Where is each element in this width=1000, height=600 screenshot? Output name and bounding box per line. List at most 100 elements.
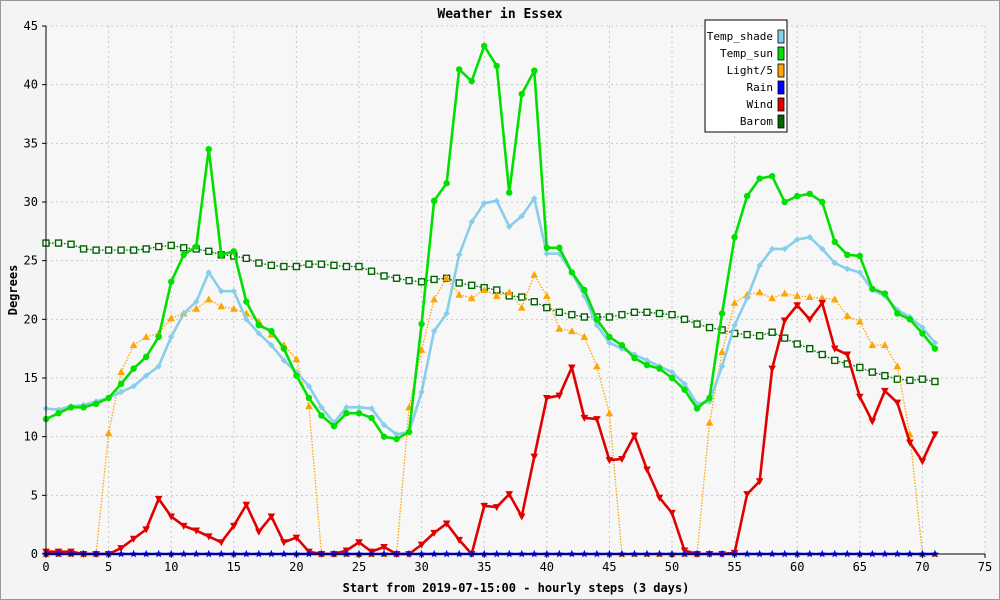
series-temp-shade-point [856,269,863,276]
series-barom-point [655,309,664,318]
x-tick-label: 45 [602,560,616,574]
series-temp-shade-point [493,197,500,205]
series-temp-sun-point [318,412,325,419]
y-tick-label: 25 [24,254,38,268]
series-barom-point [205,247,213,255]
legend: Temp_shade Temp_sun Light/5 Rain Wind Barom [704,19,788,133]
series-light-5-point [780,289,789,297]
x-tick-label: 15 [227,560,241,574]
series-barom-point [931,377,939,386]
x-tick-label: 20 [289,560,303,574]
series-light-5-point [305,402,313,410]
series-temp-shade [42,195,939,438]
series-temp-sun-point [618,341,626,349]
series-temp-sun-point [243,298,250,305]
y-tick-label: 35 [24,136,38,150]
series-barom-point [555,308,564,316]
series-temp-sun-point [92,400,100,408]
series-light-5-point [104,429,113,437]
series-wind-point [630,432,639,440]
series-barom-point [818,350,826,359]
series-light-5-point [593,362,601,370]
series-barom-point [129,246,138,254]
series-temp-sun-point [280,345,288,352]
series-wind-point [492,504,501,512]
legend-label: Temp_sun [720,47,773,60]
legend-label: Barom [740,115,773,128]
x-tick-label: 40 [540,560,554,574]
series-temp-sun-point [656,365,663,372]
series-barom-point [242,254,251,263]
series-barom-point [743,330,751,339]
series-barom-point [79,245,88,253]
series-temp-sun-point [205,146,212,153]
series-temp-sun-point [681,386,688,393]
series-wind-point [167,513,175,521]
series-wind-point [618,455,626,463]
series-barom-point [330,261,338,270]
series-temp-shade-point [430,327,438,335]
series-barom-point [755,332,764,340]
series-temp-sun-point [543,244,550,251]
series-temp-sun [42,42,939,443]
y-tick-label: 0 [31,547,38,561]
series-temp-shade-point [643,357,651,364]
series-barom-point [568,310,576,319]
series-barom-point [355,262,363,271]
series-temp-sun-point [305,394,313,402]
series-light-5-point [455,290,463,298]
x-tick-label: 5 [105,560,112,574]
series-barom-point [455,279,463,287]
series-temp-sun-point [518,90,525,98]
series-temp-sun-point [142,353,150,361]
series-light-5-point [530,270,539,278]
series-temp-sun-point [193,243,200,250]
series-temp-sun-point [117,380,125,388]
series-temp-shade-point [380,421,388,429]
y-axis-label: Degrees [6,265,20,316]
series-temp-sun-point [67,404,75,411]
series-temp-shade-point [455,251,463,258]
series-wind-point [655,494,664,502]
series-temp-shade-point [844,265,851,273]
series-temp-sun-point [581,286,588,294]
series-temp-sun-point [806,190,813,197]
series-temp-shade-point [481,199,488,207]
series-temp-sun-point [481,42,488,50]
series-wind-point [455,536,463,544]
series-temp-shade-point [268,341,275,349]
series-temp-sun-point [906,316,914,323]
series-wind-point [768,365,776,373]
series-temp-sun-point [455,66,463,73]
series-temp-sun-point [268,327,275,335]
series-wind-point [780,317,789,325]
series-temp-sun-point [168,278,175,285]
series-temp-shade-point [318,404,325,411]
series-temp-sun-point [230,248,237,255]
series-wind-point [117,545,125,553]
series-barom-point [630,308,639,316]
series-wind-point [743,491,751,499]
y-tick-label: 45 [24,19,38,33]
series-wind-point [292,534,301,542]
series-light-5-point [605,409,614,417]
series-barom-point [392,274,401,282]
series-barom-point [54,239,63,247]
series-barom-point [668,310,676,319]
series-light-5-point [718,348,726,356]
series-layer [42,42,939,558]
series-barom-point [580,313,589,321]
series-temp-sun-point [180,251,187,258]
series-temp-sun-point [756,175,763,182]
series-barom-point [342,262,351,271]
series-temp-sun-point [355,410,363,417]
series-temp-sun-point [869,285,876,293]
series-barom-point [167,241,175,250]
series-light-5-point [705,418,714,426]
series-light-5-point [843,311,852,319]
series-barom-point [467,281,476,290]
series-temp-shade-point [781,245,788,253]
series-temp-shade-point [618,345,626,352]
series-temp-shade-point [130,383,137,390]
series-wind [42,299,939,558]
